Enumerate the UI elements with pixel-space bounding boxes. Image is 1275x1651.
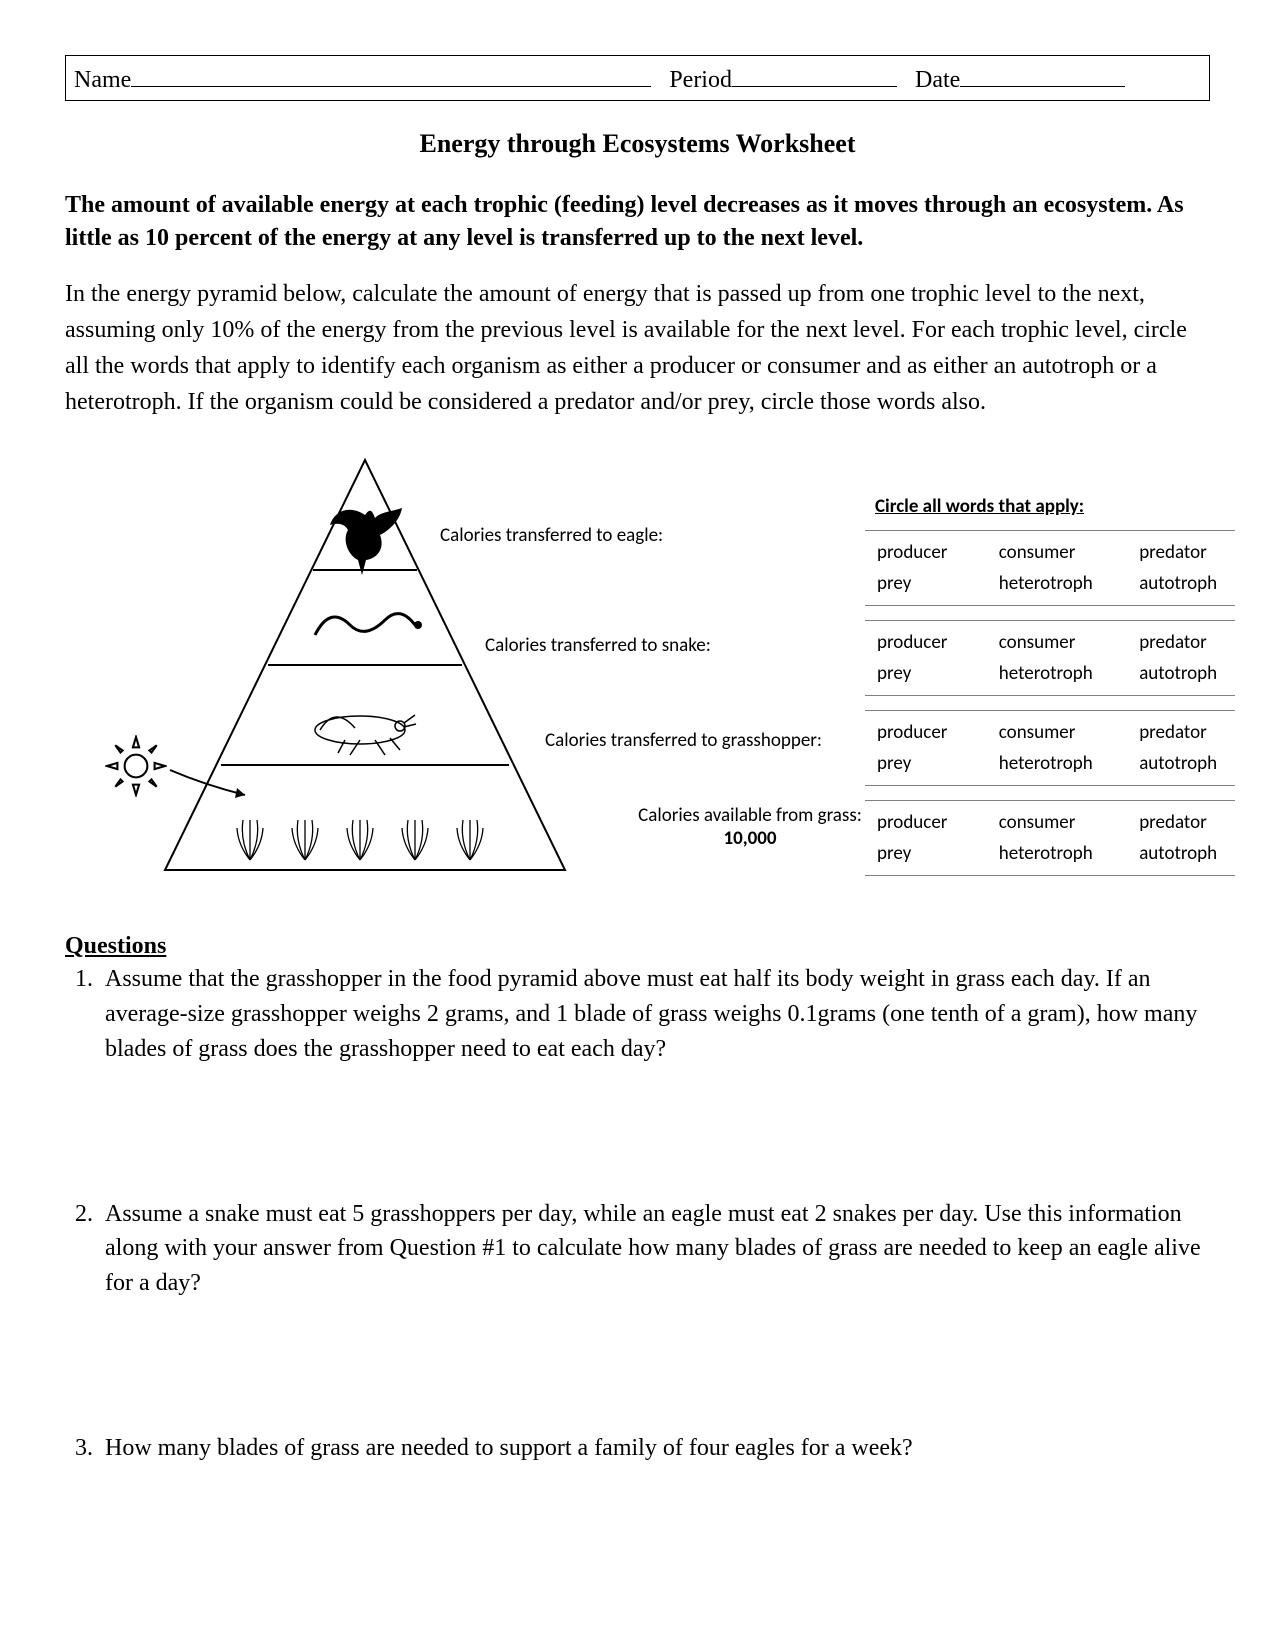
question-2: Assume a snake must eat 5 grasshoppers p…: [99, 1197, 1210, 1301]
word-autotroph[interactable]: autotroph: [1139, 662, 1223, 685]
word-producer[interactable]: producer: [877, 811, 961, 834]
word-heterotroph[interactable]: heterotroph: [999, 752, 1101, 775]
calorie-label-grass-text: Calories available from grass:: [638, 804, 862, 827]
word-consumer[interactable]: consumer: [999, 811, 1101, 834]
word-predator[interactable]: predator: [1139, 631, 1223, 654]
calorie-label-eagle: Calories transferred to eagle:: [440, 525, 870, 548]
word-heterotroph[interactable]: heterotroph: [999, 842, 1101, 865]
question-1: Assume that the grasshopper in the food …: [99, 962, 1210, 1066]
intro-bold: The amount of available energy at each t…: [65, 189, 1210, 254]
calorie-value-grass: 10,000: [723, 827, 776, 850]
word-predator[interactable]: predator: [1139, 811, 1223, 834]
questions-list: Assume that the grasshopper in the food …: [65, 962, 1210, 1466]
pyramid-icon: [155, 455, 575, 885]
calorie-label-snake: Calories transferred to snake:: [485, 635, 865, 658]
word-box-header: Circle all words that apply:: [875, 495, 1084, 518]
worksheet-title: Energy through Ecosystems Worksheet: [65, 129, 1210, 159]
word-box-grass[interactable]: producer consumer predator prey heterotr…: [865, 800, 1235, 876]
date-label: Date: [915, 67, 960, 94]
word-predator[interactable]: predator: [1139, 721, 1223, 744]
word-consumer[interactable]: consumer: [999, 721, 1101, 744]
question-3: How many blades of grass are needed to s…: [99, 1431, 1210, 1466]
word-autotroph[interactable]: autotroph: [1139, 752, 1223, 775]
word-prey[interactable]: prey: [877, 572, 961, 595]
date-blank[interactable]: [960, 60, 1125, 87]
energy-pyramid-diagram: Calories transferred to eagle: Calories …: [65, 455, 1210, 925]
word-box-grasshopper[interactable]: producer consumer predator prey heterotr…: [865, 710, 1235, 786]
word-box-eagle[interactable]: producer consumer predator prey heterotr…: [865, 530, 1235, 606]
calorie-label-grasshopper: Calories transferred to grasshopper:: [545, 730, 875, 753]
word-prey[interactable]: prey: [877, 842, 961, 865]
calorie-label-grass: Calories available from grass: 10,000: [615, 805, 885, 851]
name-label: Name: [74, 67, 131, 94]
period-blank[interactable]: [732, 60, 897, 87]
word-producer[interactable]: producer: [877, 541, 961, 564]
header-row: Name Period Date: [65, 55, 1210, 101]
word-autotroph[interactable]: autotroph: [1139, 572, 1223, 595]
word-consumer[interactable]: consumer: [999, 631, 1101, 654]
word-producer[interactable]: producer: [877, 721, 961, 744]
name-blank[interactable]: [131, 60, 651, 87]
word-prey[interactable]: prey: [877, 662, 961, 685]
word-consumer[interactable]: consumer: [999, 541, 1101, 564]
word-heterotroph[interactable]: heterotroph: [999, 572, 1101, 595]
word-producer[interactable]: producer: [877, 631, 961, 654]
word-predator[interactable]: predator: [1139, 541, 1223, 564]
intro-paragraph: In the energy pyramid below, calculate t…: [65, 276, 1210, 420]
word-box-snake[interactable]: producer consumer predator prey heterotr…: [865, 620, 1235, 696]
questions-heading: Questions: [65, 933, 1210, 960]
word-prey[interactable]: prey: [877, 752, 961, 775]
word-autotroph[interactable]: autotroph: [1139, 842, 1223, 865]
period-label: Period: [669, 67, 732, 94]
word-heterotroph[interactable]: heterotroph: [999, 662, 1101, 685]
worksheet-page: Name Period Date Energy through Ecosyste…: [0, 0, 1275, 1651]
